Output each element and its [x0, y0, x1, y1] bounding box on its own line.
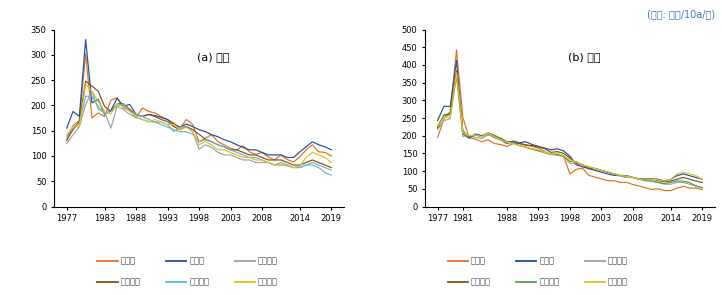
Text: 전라남도: 전라남도	[539, 277, 560, 286]
Text: 강원도: 강원도	[121, 257, 136, 266]
Text: (b) 여자: (b) 여자	[568, 52, 601, 62]
Text: (단위: 시간/10a/연): (단위: 시간/10a/연)	[647, 9, 715, 19]
Text: 경상북도: 경상북도	[121, 277, 141, 286]
Text: 경상남도: 경상남도	[258, 257, 278, 266]
Text: 전라북도: 전라북도	[258, 277, 278, 286]
Text: (a) 남자: (a) 남자	[197, 52, 230, 62]
Text: 전라남도: 전라남도	[189, 277, 209, 286]
Text: 경상남도: 경상남도	[608, 257, 628, 266]
Text: 강원도: 강원도	[471, 257, 486, 266]
Text: 경기도: 경기도	[189, 257, 204, 266]
Text: 경상북도: 경상북도	[471, 277, 491, 286]
Text: 경기도: 경기도	[539, 257, 554, 266]
Text: 전라북도: 전라북도	[608, 277, 628, 286]
